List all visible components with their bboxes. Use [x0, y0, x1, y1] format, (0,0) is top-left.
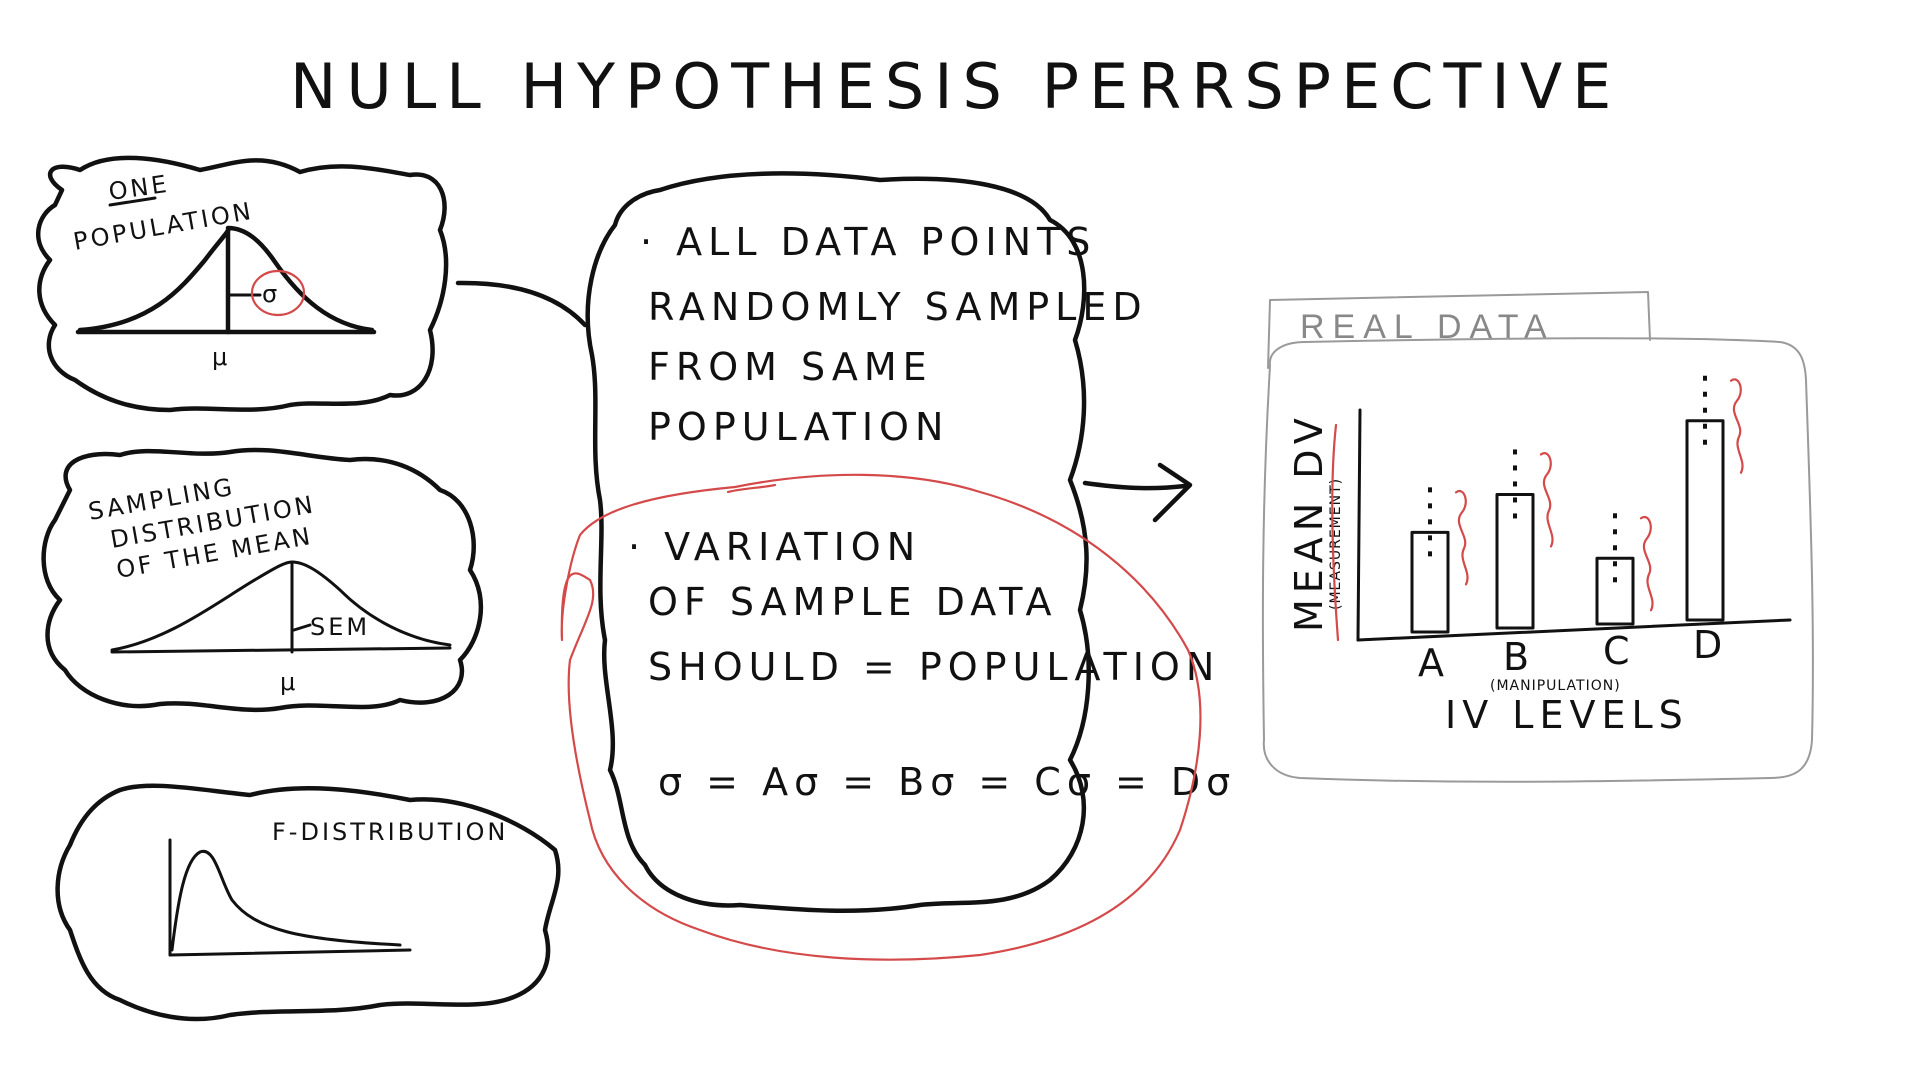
- bar-a-variation-squiggle: [1454, 490, 1469, 586]
- bar-d: [1685, 419, 1725, 622]
- x-axis-sublabel: (MANIPULATION): [1490, 678, 1621, 694]
- bar-b-variation-squiggle: [1539, 452, 1554, 548]
- point1-line2: RANDOMLY SAMPLED: [648, 285, 1148, 329]
- sampling-sem-line: [292, 623, 312, 632]
- bar-d-error-dot: [1703, 439, 1707, 445]
- equation: σ = Aσ = Bσ = Cσ = Dσ: [658, 760, 1236, 804]
- bar-c-variation-squiggle: [1639, 515, 1654, 612]
- point1-line3: FROM SAME: [648, 345, 933, 389]
- y-axis-sublabel: (MEASUREMENT): [1328, 478, 1344, 610]
- sigma-circle-annotation: [250, 269, 306, 317]
- arrow-shaft: [1082, 480, 1188, 491]
- x-axis-label: IV LEVELS: [1445, 693, 1689, 737]
- point1-line1: · ALL DATA POINTS: [640, 220, 1096, 264]
- bar-c-error-dot: [1613, 561, 1617, 567]
- chart-y-axis: [1356, 408, 1362, 642]
- sampling-sem-label: SEM: [310, 613, 370, 641]
- chart-bars: A B C D: [1410, 375, 1744, 685]
- f-distribution-curve: [170, 849, 402, 952]
- bar-c: [1595, 556, 1635, 626]
- connector-line: [455, 280, 588, 328]
- center-bubble: · ALL DATA POINTS RANDOMLY SAMPLED FROM …: [585, 171, 1236, 914]
- bar-c-error-dot: [1613, 529, 1617, 535]
- f-x-axis: [168, 948, 412, 957]
- point2-line2: OF SAMPLE DATA: [648, 580, 1058, 624]
- bar-d-error-dot: [1703, 375, 1707, 381]
- bar-a-error-dot: [1428, 551, 1432, 557]
- f-cloud-outline: [55, 783, 561, 1022]
- bar-b-error-dot: [1513, 481, 1517, 487]
- category-label-c: C: [1603, 629, 1636, 673]
- population-mu-label: μ: [212, 343, 230, 371]
- population-cloud-outline: [36, 155, 449, 413]
- y-axis-label-highlight: [1331, 423, 1340, 642]
- bar-c-error-dot: [1613, 513, 1617, 519]
- bar-c-error-dot: [1613, 545, 1617, 551]
- population-sigma-label: σ: [262, 280, 280, 308]
- bar-a: [1410, 530, 1450, 634]
- sampling-axis: [110, 646, 452, 654]
- bar-b-error-dot: [1513, 513, 1517, 519]
- bar-a-error-dot: [1428, 519, 1432, 525]
- bar-b-error-dot: [1513, 449, 1517, 455]
- category-label-d: D: [1693, 623, 1728, 667]
- category-label-a: A: [1418, 641, 1450, 685]
- arrow-head: [1152, 462, 1193, 523]
- real-data-frame: [1261, 337, 1814, 783]
- bar-d-error-dot: [1703, 423, 1707, 429]
- bar-c-error-dot: [1613, 577, 1617, 583]
- bar-b-error-dot: [1513, 497, 1517, 503]
- sampling-cloud-outline: [41, 447, 484, 713]
- bar-a-error-dot: [1428, 535, 1432, 541]
- point1-line4: POPULATION: [648, 405, 949, 449]
- arrow-to-real-data: [1082, 462, 1193, 523]
- bar-b-error-dot: [1513, 465, 1517, 471]
- point2-line1: · VARIATION: [628, 525, 921, 569]
- point2-line3: SHOULD = POPULATION: [648, 645, 1220, 689]
- category-label-b: B: [1503, 635, 1535, 679]
- bar-a-error-dot: [1428, 503, 1432, 509]
- chart-x-axis: [1356, 618, 1792, 642]
- sampling-panel: SAMPLING DISTRIBUTION OF THE MEAN SEM μ: [41, 447, 484, 713]
- f-label: F-DISTRIBUTION: [272, 818, 508, 846]
- center-cloud-outline: [585, 171, 1091, 914]
- population-panel: ONE POPULATION σ μ: [36, 155, 449, 413]
- population-qualifier-underline: [108, 196, 157, 207]
- real-data-tab: [1267, 291, 1651, 369]
- page-title: NULL HYPOTHESIS PERRSPECTIVE: [290, 50, 1621, 123]
- bar-d-variation-squiggle: [1729, 378, 1744, 474]
- bar-b: [1495, 492, 1535, 630]
- bar-d-error-dot: [1703, 407, 1707, 413]
- variation-highlight-annotation: [560, 473, 1202, 961]
- sampling-mu-label: μ: [280, 668, 298, 696]
- bar-a-error-dot: [1428, 487, 1432, 493]
- f-panel: F-DISTRIBUTION: [55, 783, 561, 1022]
- bar-d-error-dot: [1703, 391, 1707, 397]
- y-axis-label: MEAN DV: [1287, 412, 1331, 632]
- variation-highlight-tick: [726, 483, 777, 494]
